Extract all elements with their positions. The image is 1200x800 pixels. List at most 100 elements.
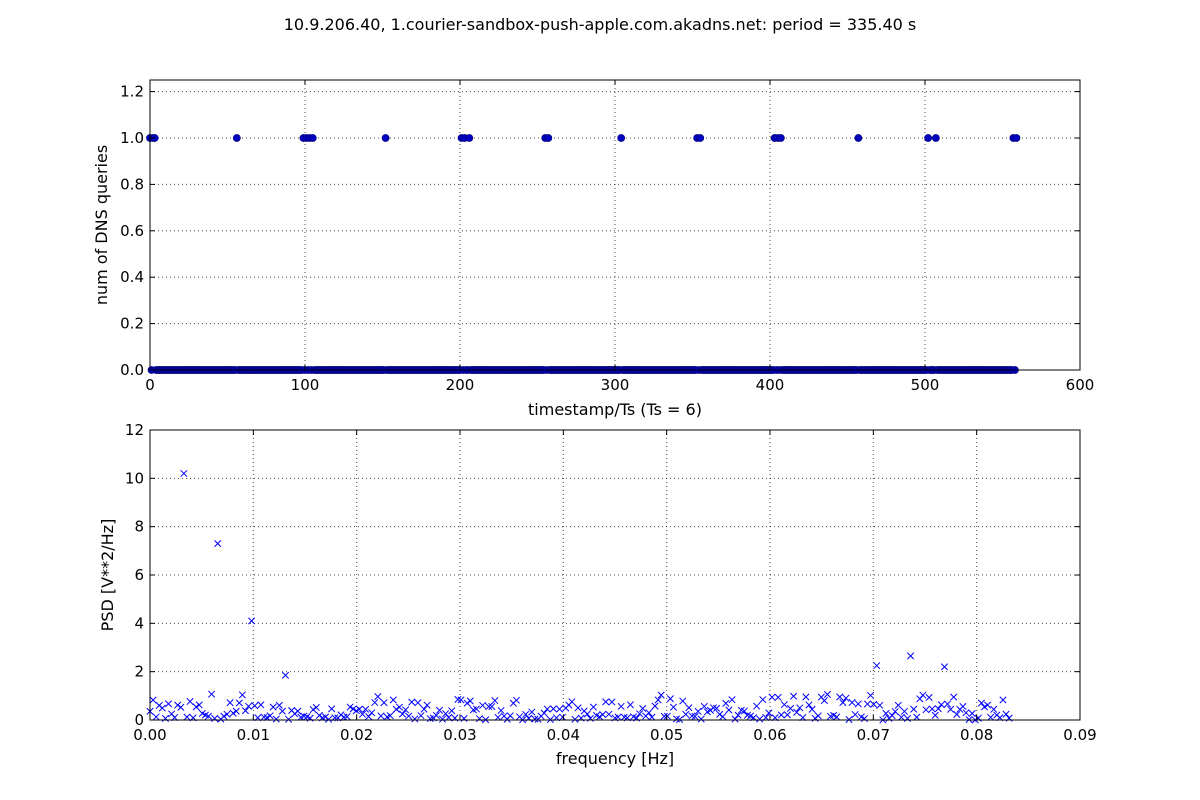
psd-point [568,698,576,706]
psd-point [158,704,166,712]
psd-plot: 0.00 0.01 0.02 0.03 0.04 0.05 0.06 0.07 0.08 0.09… [98,421,1097,768]
psd-point [275,701,283,709]
dns-queries-markers [146,134,1021,374]
psd-point [774,693,782,701]
dns-query-point [544,134,553,142]
dns-query-point [232,134,241,142]
psd-point [679,697,687,705]
psd-point [386,712,394,720]
psd-point [457,696,465,704]
psd-point [651,702,659,710]
psd-point [925,693,933,702]
psd-point [423,701,431,709]
psd-point [491,697,499,705]
psd-point [312,703,320,712]
psd-x-tick-label: 0.02 [340,726,373,744]
psd-point [497,706,505,715]
psd-point [186,697,194,706]
psd-point [666,695,674,703]
psd-point [839,699,847,707]
psd-point [851,710,859,719]
psd-point [460,714,468,722]
psd-point [931,711,939,719]
psd-point [657,691,665,699]
dns-queries-ticks: 0 100 200 300 400 500 600 0.0 0.2 0.4 0.6 0.8 1.0 1.2 [120,80,1094,394]
psd-ticks: 0.00 0.01 0.02 0.03 0.04 0.05 0.06 0.07 0.08 0.09… [125,421,1097,744]
psd-point [522,710,530,718]
psd-point [208,690,216,698]
psd-point [836,693,844,701]
psd-point [161,714,169,722]
dns-queries-x-tick-label: 200 [446,376,475,394]
psd-point [389,696,397,704]
psd-y-tick-label: 4 [134,614,144,632]
psd-x-tick-label: 0.09 [1063,726,1096,744]
psd-point [559,713,567,721]
psd-point [934,705,942,713]
psd-point [392,705,400,713]
psd-y-axis-label: PSD [V**2/Hz] [98,519,117,632]
psd-point [636,710,644,718]
psd-point [848,698,856,707]
psd-point [959,702,967,711]
psd-point [700,702,708,710]
psd-point [977,699,985,707]
psd-point [475,715,484,723]
psd-point [281,671,290,679]
psd-point [842,694,850,702]
psd-point [919,691,927,699]
psd-point [309,706,317,714]
psd-point [999,696,1007,704]
psd-point [223,710,231,718]
psd-point [645,709,653,717]
dns-queries-y-axis-label: num of DNS queries [92,145,111,305]
dns-query-point [776,134,785,142]
psd-point [897,713,905,721]
psd-point [820,696,828,705]
psd-point [669,703,678,711]
psd-point [962,709,970,717]
psd-point [756,715,764,723]
psd-point [164,700,173,708]
psd-point [374,692,382,701]
dns-query-point [924,134,932,142]
psd-point [823,690,832,698]
psd-point [928,705,936,713]
psd-point [149,696,157,704]
psd-point [808,705,816,713]
psd-point [753,702,761,710]
psd-point [805,701,813,709]
psd-point [639,704,647,713]
psd-point [968,709,976,718]
psd-point [365,713,373,721]
dns-queries-y-tick-label: 0.6 [120,222,144,240]
psd-point [617,702,625,710]
psd-point [411,715,419,723]
psd-point [583,710,591,718]
psd-point [177,703,185,711]
dns-query-point [854,134,863,142]
psd-point [685,704,693,712]
psd-point [796,704,804,712]
dns-query-point [931,134,940,142]
psd-point [479,701,487,709]
psd-point [272,715,280,723]
psd-point [192,703,200,711]
dns-queries-y-tick-label: 0.2 [120,315,144,333]
psd-point [220,712,228,720]
psd-grid [150,430,1080,720]
psd-point [531,715,539,723]
psd-point [937,701,945,709]
dns-queries-x-tick-label: 100 [291,376,320,394]
psd-point [269,703,277,711]
psd-point [663,712,671,720]
psd-point [454,695,462,703]
psd-point [802,693,810,701]
psd-point [716,710,724,718]
psd-point [543,705,551,713]
psd-point [940,663,949,671]
psd-x-tick-label: 0.04 [547,726,580,744]
dns-queries-y-tick-label: 1.0 [120,129,144,147]
psd-point [814,712,822,720]
